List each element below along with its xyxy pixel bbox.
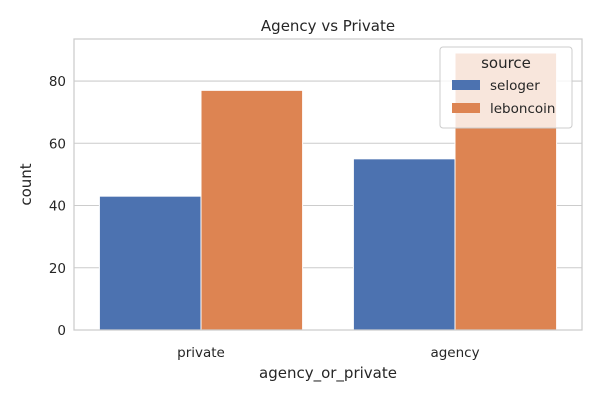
x-tick-labels: private agency <box>177 345 479 361</box>
legend-title: source <box>481 54 531 72</box>
y-tick-labels: 0 20 40 60 80 <box>49 74 66 339</box>
legend: source seloger leboncoin <box>439 46 573 129</box>
y-tick-label: 20 <box>49 261 66 277</box>
legend-label-seloger: seloger <box>490 78 540 94</box>
legend-swatch-seloger <box>452 80 480 90</box>
bar-leboncoin-private <box>200 89 304 331</box>
x-tick-label: private <box>177 345 225 361</box>
legend-swatch-leboncoin <box>452 103 480 113</box>
legend-items: seloger leboncoin <box>452 78 555 117</box>
plot-frame <box>73 38 583 331</box>
y-tick-label: 0 <box>57 323 66 339</box>
y-tick-label: 40 <box>49 199 66 215</box>
chart-title: Agency vs Private <box>261 17 395 35</box>
bar-seloger-agency <box>352 158 456 331</box>
x-axis-label: agency_or_private <box>259 364 397 383</box>
bar-seloger-private <box>98 195 202 331</box>
legend-label-leboncoin: leboncoin <box>490 101 555 117</box>
y-tick-label: 80 <box>49 74 66 90</box>
y-tick-label: 60 <box>49 136 66 152</box>
x-tick-label: agency <box>430 345 479 361</box>
y-axis-label: count <box>17 163 35 205</box>
